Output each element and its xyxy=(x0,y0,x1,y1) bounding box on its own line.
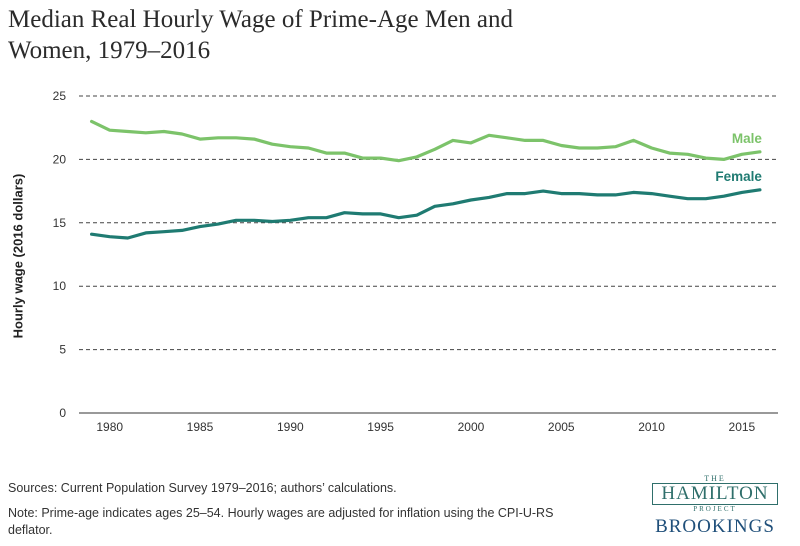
hamilton-brookings-logo: THE HAMILTON PROJECT BROOKINGS xyxy=(640,474,790,540)
x-tick-label: 1985 xyxy=(187,420,214,434)
x-tick-label: 2005 xyxy=(548,420,575,434)
y-tick-label: 10 xyxy=(53,279,67,293)
series-label-female: Female xyxy=(715,169,762,184)
x-tick-label: 2015 xyxy=(729,420,756,434)
x-tick-label: 1995 xyxy=(367,420,394,434)
y-tick-label: 15 xyxy=(53,216,67,230)
y-tick-label: 20 xyxy=(53,152,67,166)
x-tick-label: 2010 xyxy=(638,420,665,434)
logo-project: PROJECT xyxy=(693,505,737,513)
logo-hamilton: HAMILTON xyxy=(652,483,778,505)
logo-brookings: BROOKINGS xyxy=(655,516,775,537)
sources-text: Sources: Current Population Survey 1979–… xyxy=(8,481,397,495)
note-text: Note: Prime-age indicates ages 25–54. Ho… xyxy=(8,506,554,537)
x-tick-label: 2000 xyxy=(458,420,485,434)
y-axis-label: Hourly wage (2016 dollars) xyxy=(10,173,26,339)
y-tick-label: 0 xyxy=(59,406,66,420)
series-label-male: Male xyxy=(732,131,763,146)
series-line-male xyxy=(89,119,762,163)
x-tick-label: 1990 xyxy=(277,420,304,434)
y-tick-label: 5 xyxy=(59,343,66,357)
series-line-female xyxy=(89,188,762,240)
chart-title: Median Real Hourly Wage of Prime-Age Men… xyxy=(8,6,514,64)
logo-the: THE xyxy=(704,474,726,483)
x-tick-label: 1980 xyxy=(96,420,123,434)
y-tick-label: 25 xyxy=(53,89,67,103)
